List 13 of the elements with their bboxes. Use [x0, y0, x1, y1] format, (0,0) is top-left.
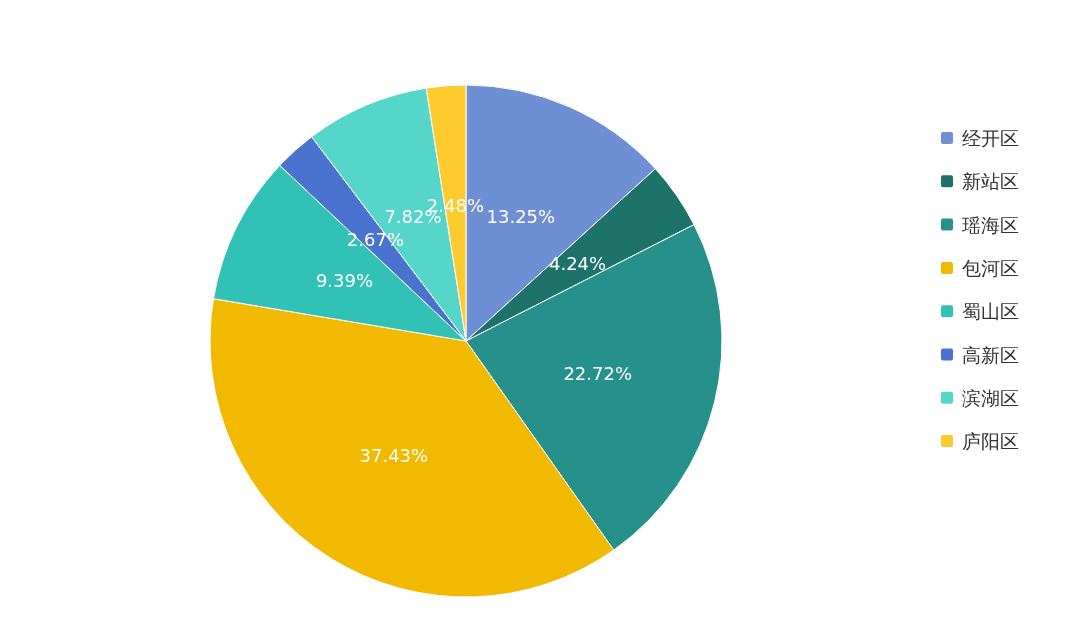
legend-label: 瑶海区	[962, 213, 1019, 236]
legend-label: 庐阳区	[962, 430, 1019, 453]
legend-label: 新站区	[962, 170, 1019, 193]
data-label: 37.43%	[359, 445, 429, 467]
legend-label: 包河区	[962, 256, 1019, 279]
data-label: 9.39%	[315, 270, 374, 292]
data-label: 4.24%	[549, 253, 607, 275]
data-label: 13.25%	[486, 206, 556, 228]
legend-label: 蜀山区	[962, 300, 1019, 323]
legend-label: 滨湖区	[962, 386, 1019, 409]
data-label: 22.72%	[563, 363, 633, 384]
legend-label: 高新区	[962, 343, 1019, 366]
legend-label: 经开区	[962, 127, 1019, 149]
